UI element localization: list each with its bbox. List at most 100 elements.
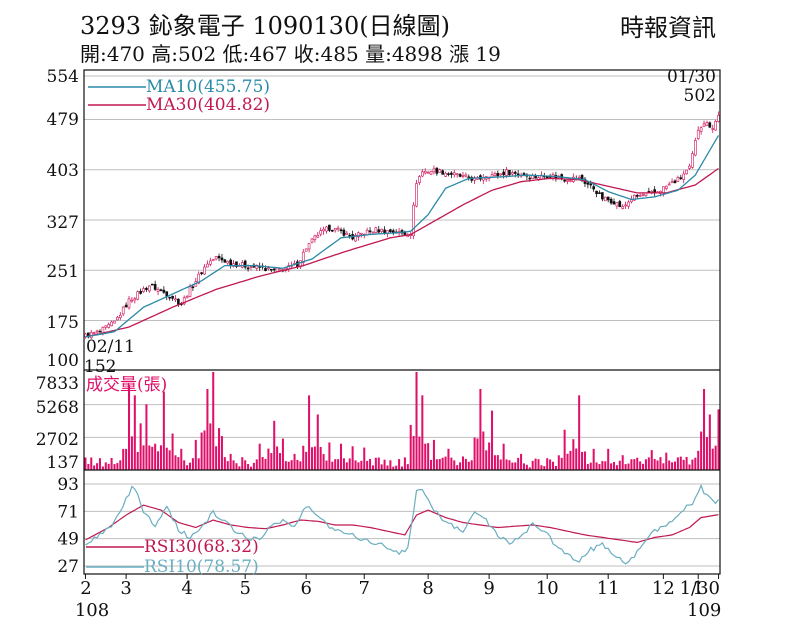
candle-body: [685, 169, 688, 175]
candle-body: [452, 172, 456, 176]
volume-bar: [444, 456, 447, 470]
candle-body: [336, 227, 340, 230]
volume-bar: [482, 431, 485, 470]
volume-bar: [203, 430, 206, 470]
candle-body: [627, 201, 630, 207]
candle-body: [595, 190, 598, 195]
volume-bar: [194, 439, 197, 470]
candle-body: [705, 122, 709, 126]
volume-bar: [589, 462, 592, 470]
volume-bar: [337, 459, 340, 470]
year-label: 109: [687, 600, 721, 621]
candle-body: [171, 295, 174, 299]
candle-body: [330, 229, 334, 232]
volume-bar: [517, 457, 520, 470]
volume-bar: [528, 467, 531, 470]
candle-body: [95, 330, 99, 333]
volume-bar: [186, 465, 189, 470]
candle-body: [191, 286, 195, 289]
volume-bar: [223, 457, 226, 470]
volume-bar: [348, 458, 351, 470]
volume-bar: [148, 445, 151, 470]
volume-bar: [98, 458, 101, 470]
volume-bar: [421, 395, 424, 470]
volume-bar: [534, 458, 537, 470]
x-tick-label: 3: [120, 578, 131, 599]
volume-bar: [676, 457, 679, 470]
volume-bar: [197, 458, 200, 470]
volume-bar: [339, 443, 343, 470]
ma30-line: [85, 167, 719, 338]
year-label: 108: [75, 600, 109, 621]
volume-bar: [276, 446, 279, 470]
candle-body: [214, 256, 218, 260]
candle-body: [435, 167, 439, 174]
volume-bar: [450, 457, 453, 470]
candle-body: [621, 206, 625, 209]
rsi10-line: [85, 483, 719, 565]
candle-body: [121, 306, 125, 315]
x-tick-label: 11: [597, 578, 620, 599]
volume-bar: [188, 462, 192, 470]
volume-bar: [546, 458, 549, 470]
volume-bar: [656, 460, 659, 470]
volume-bar: [293, 453, 296, 470]
volume-bar: [578, 395, 581, 470]
candle-body: [708, 122, 712, 128]
volume-bar: [508, 460, 511, 470]
volume-bar: [177, 457, 180, 470]
first-date-label: 02/11: [86, 337, 135, 357]
candle-body: [598, 192, 601, 194]
volume-bar: [296, 459, 299, 470]
candle-body: [693, 140, 697, 156]
volume-bar: [554, 465, 557, 470]
last-high-label: 502: [684, 86, 716, 106]
candle-body: [458, 174, 462, 177]
candle-body: [159, 289, 163, 292]
volume-bar: [113, 464, 116, 470]
volume-bar: [595, 462, 598, 470]
candle-body: [328, 224, 331, 231]
x-tick-label: 4: [181, 578, 192, 599]
volume-bar: [636, 457, 639, 470]
volume-bar: [409, 424, 412, 470]
volume-bar: [615, 465, 618, 470]
volume-bar: [96, 463, 99, 470]
volume-bar: [244, 460, 247, 470]
candle-body: [717, 114, 720, 122]
price-legend-label: MA30(404.82): [146, 95, 270, 115]
volume-bar: [116, 463, 119, 470]
candle-body: [267, 267, 270, 270]
volume-bar: [514, 462, 517, 470]
volume-bar: [592, 448, 595, 470]
volume-bar: [456, 465, 459, 470]
volume-bar: [157, 451, 160, 470]
candle-body: [354, 234, 357, 242]
volume-bar: [642, 463, 645, 470]
volume-bar: [447, 448, 450, 470]
volume-bar: [493, 455, 496, 470]
volume-bar: [206, 388, 209, 470]
candle-body: [365, 229, 369, 236]
candle-body: [389, 229, 392, 233]
candle-body: [371, 231, 375, 234]
candle-body: [545, 176, 549, 179]
volume-bar: [400, 466, 404, 470]
volume-bar: [360, 460, 363, 470]
candle-body: [586, 182, 590, 185]
candle-body: [226, 261, 230, 264]
candle-body: [441, 170, 444, 175]
candle-body: [513, 171, 517, 174]
ma10-line: [85, 135, 720, 338]
candle-body: [249, 266, 253, 268]
candle-body: [127, 298, 131, 309]
candle-body: [342, 229, 346, 236]
volume-bar: [104, 462, 107, 470]
candle-body: [415, 183, 418, 207]
candle-body: [421, 171, 424, 177]
volume-bar: [310, 447, 313, 470]
x-tick-label: 1: [692, 578, 703, 599]
candle-body: [412, 204, 415, 237]
volume-bar: [270, 453, 273, 470]
candle-body: [423, 170, 427, 174]
